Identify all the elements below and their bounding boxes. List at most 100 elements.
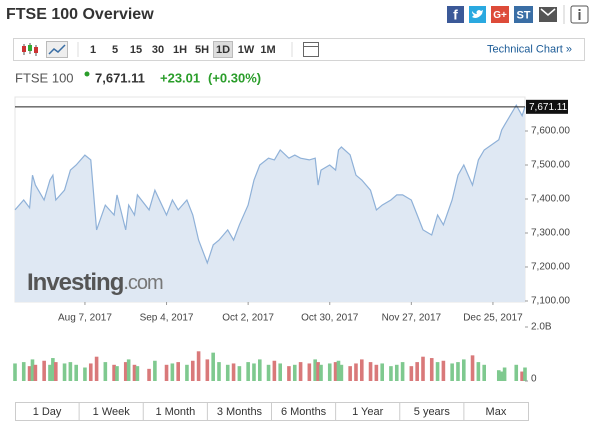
volume-bar	[83, 367, 87, 381]
volume-bar	[482, 364, 486, 381]
range-button[interactable]: 1 Week	[93, 406, 131, 418]
intervals: 1 5 15 30 1H 5H 1D 1W 1M	[90, 41, 276, 58]
price-line	[14, 103, 526, 265]
info-bar	[578, 12, 581, 20]
volume-bar	[456, 362, 460, 381]
volume-bar	[48, 364, 52, 381]
range-button[interactable]: Max	[486, 406, 507, 418]
volume-bar	[374, 364, 379, 381]
interval-button[interactable]: 1H	[173, 44, 187, 56]
volume-bar	[409, 366, 414, 381]
y-tick-label: 7,500.00	[531, 160, 570, 171]
volume-bar	[27, 366, 32, 381]
interval-button[interactable]: 5H	[195, 44, 209, 56]
volume-bar	[205, 359, 210, 381]
y-tick-label: 7,400.00	[531, 194, 570, 205]
y-tick-label: 2.0B	[531, 322, 552, 333]
volume-bar	[33, 364, 38, 381]
range-button[interactable]: 1 Month	[155, 406, 195, 418]
volume-bar	[126, 359, 131, 381]
volume-bar	[421, 356, 425, 381]
volume-bar	[217, 362, 221, 381]
candles-icon[interactable]	[22, 43, 38, 56]
volume-bar	[94, 356, 99, 381]
quote-name: FTSE 100	[15, 70, 74, 85]
range-buttons: 1 Day 1 Week 1 Month 3 Months 6 Months 1 Year…	[15, 402, 529, 421]
volume-bar	[266, 364, 271, 381]
googleplus-icon[interactable]	[491, 6, 509, 23]
volume-bar	[190, 360, 195, 381]
x-tick-label: Oct 30, 2017	[301, 313, 359, 324]
y-tick-label: 7,600.00	[531, 126, 570, 137]
interval-button[interactable]: 1M	[260, 44, 275, 56]
line-chart-icon[interactable]	[46, 41, 68, 58]
price-area	[15, 105, 525, 302]
volume-bar	[196, 351, 201, 381]
stocktwits-glyph: ST	[516, 9, 530, 21]
interval-button[interactable]: 15	[130, 44, 142, 56]
range-button[interactable]: 3 Months	[217, 406, 263, 418]
volume-bar	[523, 367, 527, 381]
y-tick-label: 7,200.00	[531, 262, 570, 273]
volume-bar	[225, 364, 230, 381]
volume-bar	[74, 364, 78, 381]
interval-button[interactable]: 1W	[238, 44, 255, 56]
interval-button[interactable]: 5	[112, 44, 118, 56]
volume-bar	[470, 355, 475, 381]
volume-bar	[389, 366, 393, 381]
last-price-label: 7,671.11	[529, 102, 568, 113]
volume-bar	[13, 363, 17, 381]
twitter-glyph	[472, 10, 483, 18]
volume-bar	[415, 362, 419, 381]
volume-bar	[360, 359, 364, 381]
page-title: FTSE 100 Overview	[6, 6, 154, 23]
interval-button[interactable]: 1	[90, 44, 96, 56]
volume-bar	[164, 364, 169, 381]
volume-bar	[348, 366, 352, 381]
x-tick-label: Dec 25, 2017	[463, 313, 523, 324]
volume-bar	[170, 363, 175, 381]
googleplus-glyph: G+	[493, 10, 507, 21]
technical-chart-link[interactable]: Technical Chart »	[487, 43, 572, 55]
volume-bar	[502, 367, 507, 381]
volume-bar	[176, 362, 180, 381]
volume-bar	[112, 364, 116, 381]
line-chart-glyph	[48, 44, 66, 55]
settings-icon[interactable]	[303, 42, 319, 57]
range-button[interactable]: 1 Year	[352, 406, 384, 418]
volume-bar	[258, 359, 262, 381]
volume-bar	[147, 368, 151, 381]
volume-bar	[354, 363, 358, 381]
volume-bar	[400, 362, 405, 381]
range-button[interactable]: 1 Day	[33, 406, 62, 418]
volume-bar	[514, 364, 519, 381]
x-tick-label: Nov 27, 2017	[382, 313, 442, 324]
volume-bar	[51, 358, 55, 381]
y-tick-label: 0	[531, 374, 537, 385]
range-button[interactable]: 6 Months	[281, 406, 327, 418]
volume-bar	[153, 360, 157, 381]
interval-button[interactable]: 30	[152, 44, 164, 56]
volume-bar	[316, 362, 320, 381]
volume-bar	[339, 364, 344, 381]
x-tick-label: Oct 2, 2017	[222, 313, 274, 324]
volume-bar	[231, 363, 236, 381]
volume-bar	[450, 363, 454, 381]
volume-bar	[54, 362, 58, 381]
quote-change-pct: (+0.30%)	[208, 70, 261, 85]
y-tick-label: 7,300.00	[531, 228, 570, 239]
toolbar	[13, 38, 585, 61]
interval-button[interactable]: 1D	[216, 44, 230, 56]
range-button[interactable]: 5 years	[414, 406, 451, 418]
volume-bar	[211, 352, 215, 381]
volume-bar	[123, 362, 128, 381]
facebook-icon[interactable]	[447, 6, 464, 23]
volume-bar	[380, 363, 384, 381]
volume-bar	[307, 363, 312, 381]
stocktwits-icon[interactable]	[514, 6, 533, 23]
volume-bar	[246, 362, 250, 381]
volume-bar	[435, 362, 440, 381]
volume-bar	[476, 362, 481, 381]
volume-bar	[313, 359, 317, 381]
